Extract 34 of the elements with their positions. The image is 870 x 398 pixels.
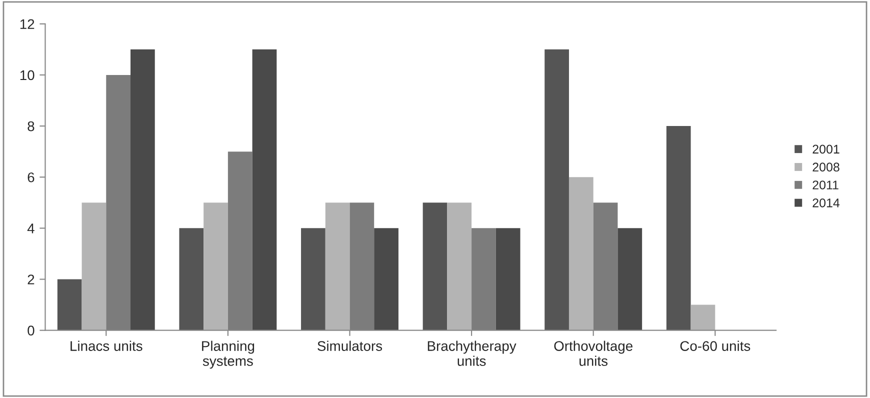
x-tick-label: Brachytherapy units <box>428 340 516 366</box>
y-tick-label: 8 <box>28 121 34 132</box>
legend-label: 2014 <box>812 198 840 208</box>
bar <box>568 177 594 330</box>
bar <box>179 228 204 330</box>
bar <box>447 202 472 330</box>
x-tick-label: Simulators <box>318 340 382 351</box>
bar <box>544 49 569 330</box>
y-tick-label: 10 <box>20 70 34 80</box>
x-tick-label: Orthovoltage units <box>554 340 632 366</box>
y-tick-label: 4 <box>27 224 34 234</box>
x-tick-label: Linacs units <box>70 340 142 351</box>
bar <box>82 202 106 330</box>
bar <box>301 228 326 330</box>
y-tick-label: 2 <box>28 274 34 284</box>
bar <box>690 304 716 330</box>
bar <box>252 49 277 330</box>
x-tick-label: Planning systems <box>202 340 254 369</box>
bar <box>325 202 350 330</box>
bar <box>422 202 448 330</box>
bar <box>496 228 520 330</box>
bar <box>204 202 228 330</box>
x-tick-label: Co-60 units <box>680 340 750 351</box>
bar <box>374 228 398 330</box>
y-tick-label: 0 <box>28 326 34 336</box>
bar <box>57 279 82 330</box>
bar <box>618 228 642 330</box>
y-tick-label: 6 <box>28 172 34 182</box>
legend-label: 2001 <box>812 144 840 154</box>
legend-label: 2008 <box>812 162 840 172</box>
bar <box>130 49 155 330</box>
legend-label: 2011 <box>812 180 838 190</box>
y-tick-label: 12 <box>20 19 34 29</box>
bar <box>666 126 691 330</box>
